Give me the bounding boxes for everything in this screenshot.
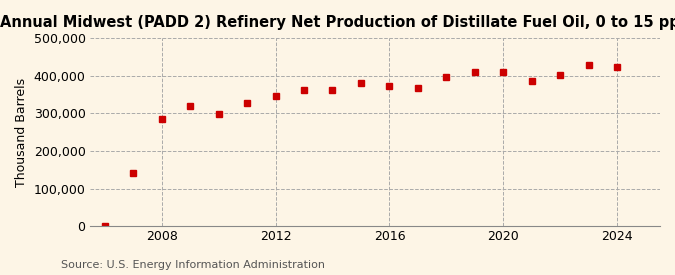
Text: Source: U.S. Energy Information Administration: Source: U.S. Energy Information Administ… bbox=[61, 260, 325, 270]
Title: Annual Midwest (PADD 2) Refinery Net Production of Distillate Fuel Oil, 0 to 15 : Annual Midwest (PADD 2) Refinery Net Pro… bbox=[0, 15, 675, 30]
Y-axis label: Thousand Barrels: Thousand Barrels bbox=[15, 78, 28, 187]
